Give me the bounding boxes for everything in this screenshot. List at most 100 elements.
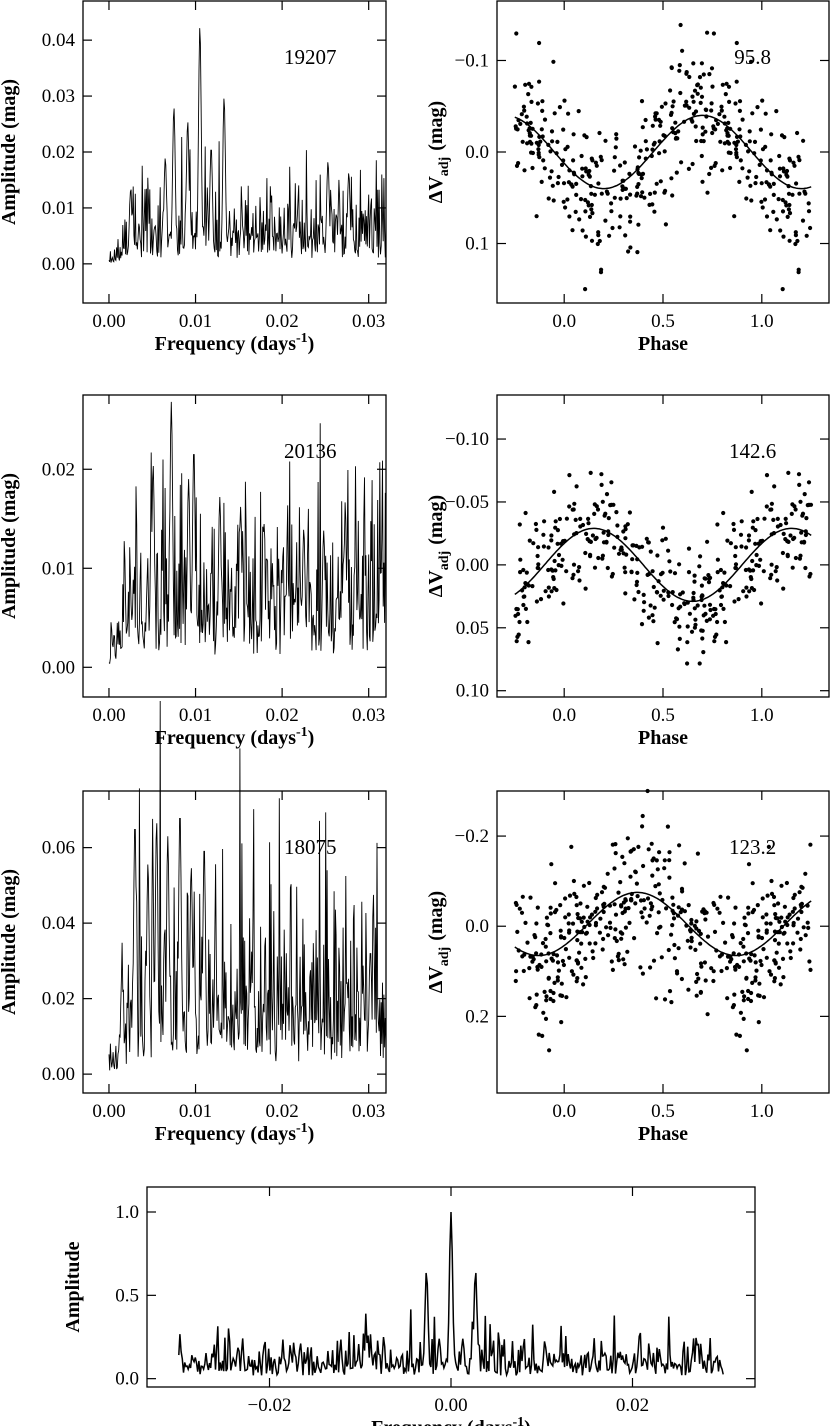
data-point xyxy=(670,895,675,900)
data-point xyxy=(541,532,546,537)
data-point xyxy=(732,921,737,926)
data-point xyxy=(537,134,542,139)
y-tick-label: 0.00 xyxy=(42,657,75,678)
data-point xyxy=(691,61,696,66)
data-point xyxy=(690,94,695,99)
data-point xyxy=(718,602,724,608)
data-point xyxy=(800,218,806,223)
data-point xyxy=(616,890,621,895)
y-axis-label: Amplitude (mag) xyxy=(0,79,20,225)
data-point xyxy=(601,909,606,915)
data-point xyxy=(639,910,644,915)
data-point xyxy=(538,139,543,144)
data-point xyxy=(619,903,624,908)
x-tick-label: 0.02 xyxy=(265,705,298,726)
data-point xyxy=(534,214,539,219)
data-point xyxy=(769,562,774,567)
data-point xyxy=(599,890,605,895)
data-point xyxy=(567,504,572,509)
data-point xyxy=(751,907,757,913)
x-axis-label: Frequency (days-1) xyxy=(371,1415,531,1426)
data-point xyxy=(743,923,748,928)
data-point xyxy=(744,196,749,201)
data-point xyxy=(687,74,692,80)
data-point xyxy=(717,112,722,117)
data-point xyxy=(771,894,777,900)
data-point xyxy=(527,139,533,144)
data-point xyxy=(534,527,539,533)
data-point xyxy=(769,572,774,577)
data-point xyxy=(676,129,681,134)
data-point xyxy=(525,619,530,625)
data-point xyxy=(693,124,698,129)
data-point xyxy=(761,947,766,952)
data-point xyxy=(654,996,659,1001)
y-axis-label-text: Amplitude (mag) xyxy=(0,473,20,619)
data-point xyxy=(806,925,811,931)
data-point xyxy=(799,901,805,907)
data-point xyxy=(614,136,619,141)
data-point xyxy=(777,930,782,935)
data-point xyxy=(646,540,651,545)
data-point xyxy=(541,544,547,549)
data-point xyxy=(652,140,657,145)
data-point xyxy=(540,134,545,139)
data-point xyxy=(710,130,715,136)
x-tick-label: 0.5 xyxy=(651,1101,675,1122)
data-point xyxy=(567,893,573,898)
data-point xyxy=(529,99,534,104)
data-point xyxy=(738,158,743,163)
data-point xyxy=(583,287,588,292)
data-point xyxy=(732,140,737,145)
data-point xyxy=(721,606,726,612)
x-tick-label: 0.01 xyxy=(179,705,212,726)
data-point xyxy=(808,842,813,847)
data-point xyxy=(560,958,566,964)
data-point xyxy=(623,898,628,903)
data-point xyxy=(571,972,576,977)
plot-frame xyxy=(82,0,387,304)
data-point xyxy=(703,978,708,983)
data-point xyxy=(549,538,554,543)
data-point xyxy=(522,108,527,113)
data-point xyxy=(590,158,595,163)
data-point xyxy=(600,947,605,952)
data-point xyxy=(623,570,628,575)
data-point xyxy=(552,489,557,494)
data-point xyxy=(700,628,705,633)
data-point xyxy=(669,1000,674,1005)
data-point xyxy=(634,881,640,886)
data-point xyxy=(756,928,761,933)
data-point xyxy=(633,901,638,906)
data-point xyxy=(785,552,790,557)
star-period-label: 18075 xyxy=(284,835,337,859)
data-point xyxy=(537,40,542,46)
data-point xyxy=(583,209,588,214)
y-tick-label: −0.1 xyxy=(455,50,489,71)
data-point xyxy=(584,930,590,935)
data-point xyxy=(662,149,667,154)
data-point xyxy=(549,129,555,134)
data-point xyxy=(590,533,596,538)
data-point xyxy=(808,225,813,231)
data-point xyxy=(634,193,639,198)
data-point xyxy=(773,569,778,574)
data-point xyxy=(680,889,685,894)
y-tick-label: 0.10 xyxy=(456,681,489,702)
data-point xyxy=(694,979,699,985)
data-point xyxy=(672,620,677,625)
data-point xyxy=(524,114,529,119)
data-point xyxy=(606,532,611,538)
data-point xyxy=(758,557,763,562)
data-point xyxy=(674,969,680,974)
y-tick-label: 0.00 xyxy=(456,555,489,576)
data-point xyxy=(779,915,784,920)
y-tick-label: 0.2 xyxy=(465,1006,489,1027)
data-point xyxy=(759,181,764,186)
data-point xyxy=(675,136,680,141)
data-point xyxy=(530,165,535,171)
data-point xyxy=(689,921,694,926)
data-point xyxy=(695,603,700,608)
